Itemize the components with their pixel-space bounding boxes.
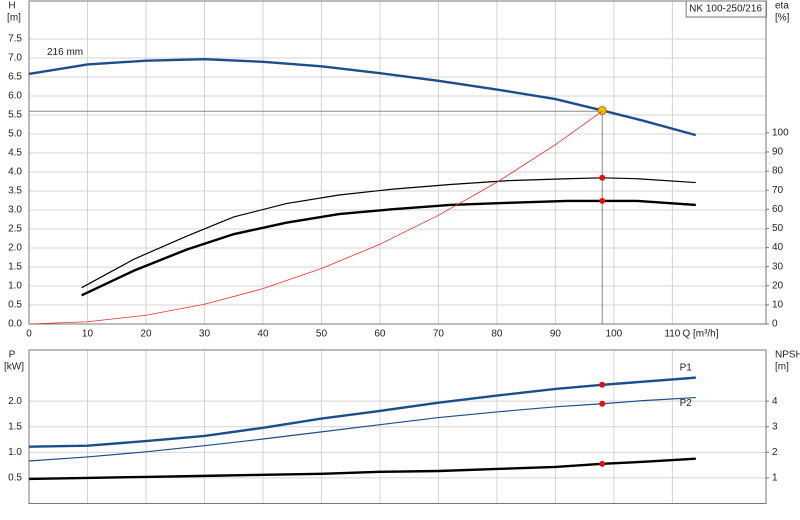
y-tick-label: 2.5 [8, 224, 22, 235]
y2-tick-label: 2 [772, 447, 778, 458]
duty-point [599, 460, 606, 467]
y2-tick-label: 100 [772, 128, 789, 139]
duty-point [599, 174, 606, 181]
y2-tick-label: 0 [772, 319, 778, 330]
x-tick-label: 100 [606, 329, 623, 340]
series-label: 216 mm [47, 47, 83, 58]
y-tick-label: 0.5 [8, 300, 22, 311]
series-line [28, 396, 696, 462]
y2-tick-label: 3 [772, 421, 778, 432]
y-tick-label: 0.0 [8, 319, 22, 330]
y2-tick-label: 50 [772, 223, 784, 234]
duty-point [599, 381, 606, 388]
y-axis-unit: [kW] [4, 362, 24, 373]
series-label: P2 [680, 398, 693, 409]
y-tick-label: 0.5 [8, 473, 22, 484]
y2-tick-label: 40 [772, 242, 784, 253]
x-tick-label: 30 [199, 329, 211, 340]
y-tick-label: 7.0 [8, 53, 22, 64]
x-axis-label: Q [m³/h] [682, 329, 718, 340]
y2-tick-label: 1 [772, 473, 778, 484]
x-tick-label: 20 [140, 329, 152, 340]
y-tick-label: 1.0 [8, 281, 22, 292]
x-tick-label: 0 [26, 329, 32, 340]
chart-title: NK 100-250/216 [689, 4, 762, 15]
y-tick-label: 5.5 [8, 110, 22, 121]
x-tick-label: 40 [257, 329, 269, 340]
y2-tick-label: 70 [772, 185, 784, 196]
duty-point [599, 197, 606, 204]
y2-tick-label: 90 [772, 147, 784, 158]
y2-tick-label: 4 [772, 396, 778, 407]
y-tick-label: 4.5 [8, 148, 22, 159]
y-tick-label: 6.0 [8, 91, 22, 102]
x-tick-label: 90 [550, 329, 562, 340]
y-axis-unit: [m] [7, 13, 21, 24]
plot-frame [28, 349, 767, 504]
duty-point [599, 400, 606, 407]
y2-axis-unit: [m] [775, 362, 789, 373]
x-tick-label: 110 [664, 329, 680, 340]
y-tick-label: 5.0 [8, 129, 22, 140]
y2-tick-label: 10 [772, 300, 784, 311]
y-tick-label: 1.0 [8, 447, 22, 458]
y2-axis-label: eta [775, 1, 789, 12]
y-tick-label: 1.5 [8, 262, 22, 273]
y2-tick-label: 20 [772, 280, 784, 291]
y2-tick-label: 30 [772, 261, 784, 272]
y-tick-label: 1.5 [8, 421, 22, 432]
y2-tick-label: 80 [772, 166, 784, 177]
y-tick-label: 3.0 [8, 205, 22, 216]
y2-axis-label: NPSH [775, 350, 800, 361]
y-axis-label: P [9, 350, 16, 361]
y2-axis-unit: [%] [775, 13, 790, 24]
title-box [685, 0, 767, 18]
y-tick-label: 3.5 [8, 186, 22, 197]
series-line [81, 177, 696, 289]
x-tick-label: 60 [374, 329, 386, 340]
y-tick-label: 2.0 [8, 243, 22, 254]
plot-frame [28, 0, 767, 325]
y-tick-label: 6.5 [8, 72, 22, 83]
series-label: P1 [680, 362, 693, 373]
x-tick-label: 10 [82, 329, 94, 340]
y2-tick-label: 60 [772, 204, 784, 215]
series-line [28, 57, 697, 137]
y-tick-label: 4.0 [8, 167, 22, 178]
y-axis-label: H [8, 1, 15, 12]
series-line [28, 110, 603, 325]
series-line [28, 376, 696, 448]
y-tick-label: 7.5 [8, 34, 22, 45]
series-line [28, 457, 696, 481]
y-tick-label: 2.0 [8, 396, 22, 407]
x-tick-label: 50 [316, 329, 328, 340]
x-tick-label: 80 [491, 329, 503, 340]
x-tick-label: 70 [433, 329, 445, 340]
